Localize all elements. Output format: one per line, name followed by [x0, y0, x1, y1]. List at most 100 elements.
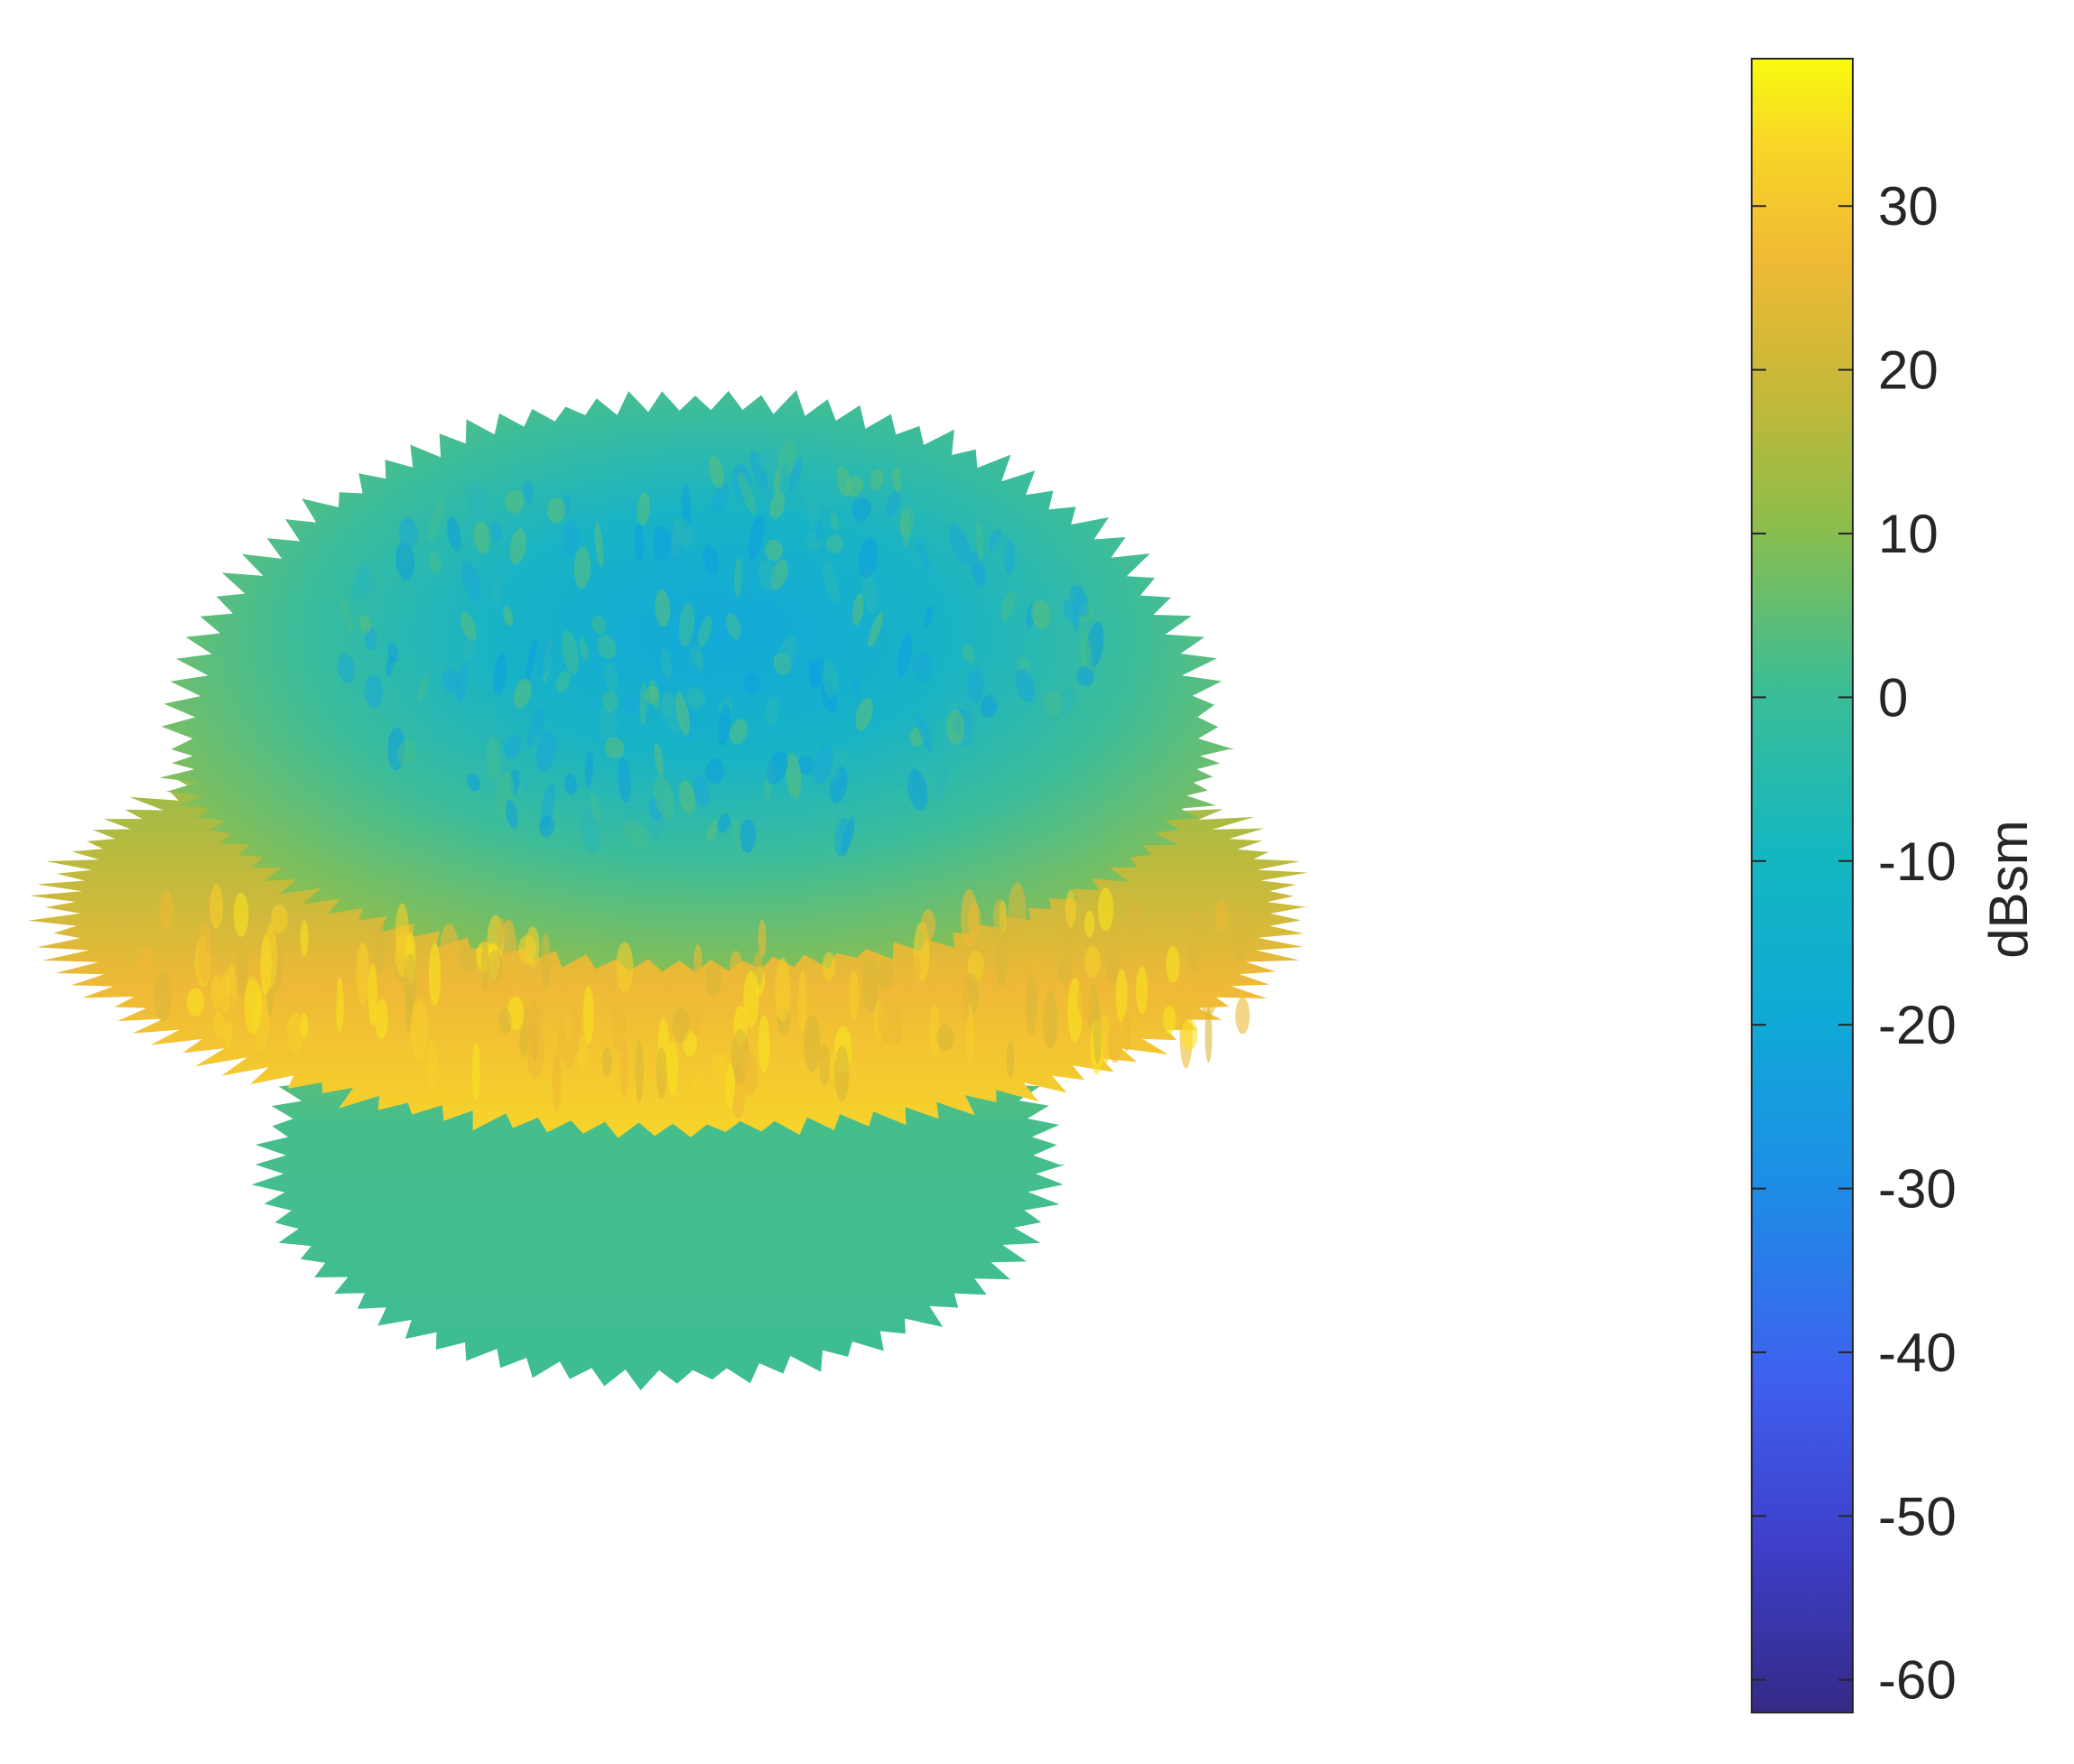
surface-streak [220, 973, 231, 1014]
surface-streak [678, 780, 695, 814]
surface-streak [426, 1040, 439, 1098]
colorbar-tick-label: -10 [1878, 831, 1957, 892]
surface-streak [597, 635, 617, 659]
surface-streak [528, 734, 540, 773]
surface-streak [738, 471, 757, 515]
surface-streak [339, 595, 354, 633]
surface-streak [831, 747, 849, 767]
surface-streak [618, 757, 631, 803]
surface-streak [519, 760, 530, 797]
surface-streak [594, 521, 604, 567]
surface-streak [797, 756, 814, 775]
surface-streak [936, 1025, 954, 1051]
surface-streak [786, 753, 802, 799]
surface-streak [410, 998, 429, 1062]
surface-streak [993, 899, 1008, 932]
surface-streak [1115, 969, 1128, 1022]
surface-streak [748, 515, 765, 561]
surface-streak [1076, 666, 1094, 687]
surface-streak [822, 952, 836, 980]
surface-streak [604, 737, 625, 759]
surface-streak [858, 537, 879, 579]
surface-streak [335, 977, 344, 1032]
surface-streak [460, 611, 477, 641]
surface-streak [706, 820, 718, 843]
surface-streak [961, 888, 978, 948]
surface-streak [455, 664, 468, 702]
surface-streak [159, 890, 174, 932]
surface-streak [330, 977, 338, 1014]
surface-streak [428, 497, 445, 543]
surface-streak [547, 497, 566, 524]
surface-streak [960, 980, 970, 1022]
surface-streak [819, 1044, 831, 1086]
surface-streak [1030, 600, 1051, 629]
surface-streak [525, 638, 537, 684]
surface-streak [868, 611, 884, 647]
surface-streak [967, 667, 984, 703]
surface-streak [492, 577, 502, 608]
surface-streak [711, 1052, 729, 1091]
surface-streak [749, 450, 767, 490]
surface-streak [878, 988, 896, 1044]
surface-streak [730, 719, 749, 745]
surface-streak [496, 918, 507, 946]
surface-streak [834, 1045, 850, 1101]
surface-streak [804, 1015, 821, 1072]
surface-streak [1069, 584, 1089, 617]
surface-streak [498, 1007, 512, 1035]
surface-streak [693, 944, 702, 979]
rcs-surface [27, 390, 1309, 1391]
surface-streak [350, 561, 371, 604]
surface-streak [741, 1053, 758, 1096]
surface-streak [579, 636, 589, 662]
surface-streak [300, 1012, 309, 1039]
surface-streak [634, 522, 645, 562]
surface-streak [834, 817, 851, 857]
colorbar-tick-label: -20 [1878, 995, 1957, 1055]
surface-streak [823, 561, 840, 604]
colorbar-tick-label: 10 [1878, 504, 1939, 564]
surface-streak [708, 564, 719, 590]
surface-streak [561, 630, 580, 674]
colorbar: 30 20 10 0 -10 -20 -30 -40 -50 -60 dBsm [1751, 58, 2039, 1713]
surface-streak [891, 748, 912, 788]
surface-streak [591, 615, 607, 635]
surface-streak [765, 539, 784, 562]
surface-streak [601, 1046, 612, 1077]
surface-streak [635, 1039, 644, 1103]
surface-streak [876, 961, 894, 990]
surface-streak [482, 702, 498, 728]
surface-streak [758, 1015, 770, 1072]
surface-streak [1000, 591, 1016, 621]
surface-streak [404, 953, 417, 1010]
surface-streak [486, 735, 501, 782]
surface-streak [688, 998, 703, 1036]
surface-streak [571, 998, 581, 1055]
surface-streak [672, 1007, 691, 1043]
surface-streak [946, 710, 965, 745]
surface-streak [473, 521, 490, 554]
surface-streak [435, 695, 446, 740]
surface-streak [656, 1046, 667, 1100]
surface-streak [224, 1017, 233, 1050]
surface-streak [440, 924, 459, 970]
surface-streak [892, 467, 901, 492]
surface-streak [916, 714, 933, 752]
surface-streak [995, 926, 1008, 988]
surface-streak [711, 482, 729, 513]
surface-streak [959, 698, 981, 742]
surface-streak [573, 546, 591, 590]
surface-streak [480, 940, 489, 992]
surface-streak [1136, 966, 1149, 1015]
surface-streak [852, 593, 864, 627]
surface-streak [1025, 971, 1037, 1036]
surface-streak [775, 958, 791, 1023]
surface-streak [962, 644, 975, 664]
surface-streak [1093, 1004, 1102, 1064]
surface-streak [675, 692, 691, 736]
surface-streak [210, 974, 223, 1010]
surface-streak [813, 745, 833, 785]
surface-streak [1097, 887, 1114, 932]
surface-streak [153, 970, 172, 1022]
